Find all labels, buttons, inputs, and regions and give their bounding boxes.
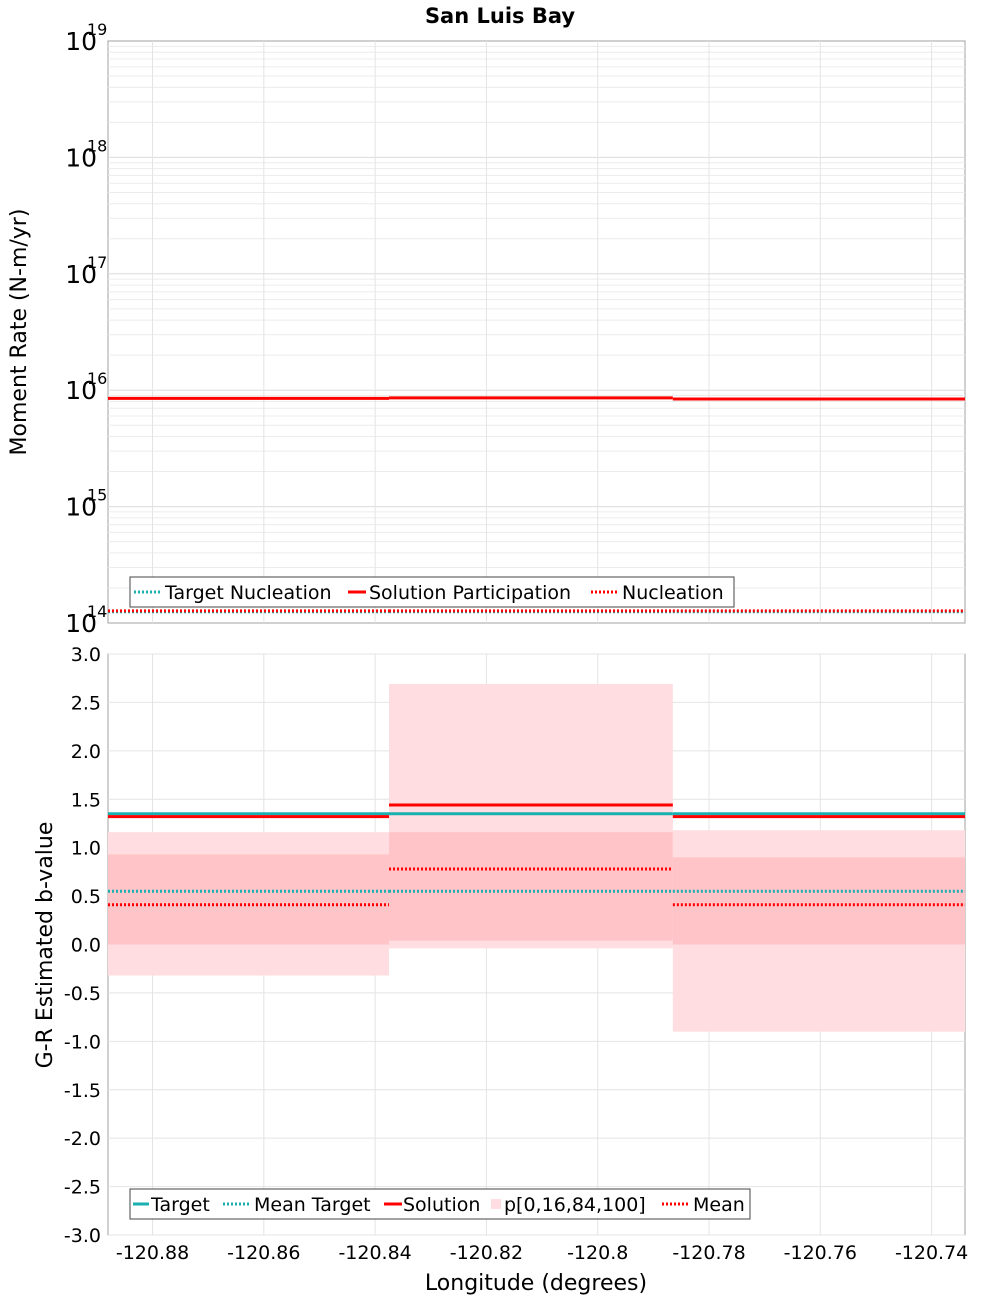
- legend-top: Target Nucleation Solution Participation…: [129, 576, 735, 608]
- x-tick-label: -120.82: [450, 1242, 523, 1264]
- y-tick-exponent-top: 19: [87, 20, 107, 39]
- y-tick-label-top: 10: [65, 27, 97, 56]
- y-tick-label-bottom: -3.0: [64, 1225, 101, 1247]
- legend-swatch-percentiles: [491, 1199, 501, 1209]
- x-tick-label: -120.74: [895, 1242, 968, 1264]
- legend-box-top: [129, 576, 735, 608]
- y-tick-label-top: 10: [65, 376, 97, 405]
- y-axis-label-bottom: G-R Estimated b-value: [33, 822, 58, 1069]
- y-tick-label-bottom: 3.0: [71, 644, 101, 666]
- x-tick-label: -120.8: [567, 1242, 628, 1264]
- y-tick-exponent-top: 14: [87, 602, 107, 621]
- y-ticks-bottom: -3.0 -2.5 -2.0 -1.5 -1.0 -0.5 0.0 0.5 1.0 1.5 2.0 2…: [64, 644, 101, 1247]
- plot-area-top: [107, 40, 966, 624]
- y-tick-label-top: 10: [65, 493, 97, 522]
- x-tick-label: -120.76: [784, 1242, 857, 1264]
- y-tick-exponent-top: 15: [87, 486, 107, 505]
- y-tick-label-bottom: -1.0: [64, 1031, 101, 1053]
- legend-label-solution: Solution: [403, 1194, 480, 1216]
- chart-title: San Luis Bay: [425, 4, 575, 28]
- y-tick-label-bottom: 2.0: [71, 741, 101, 763]
- legend-label-solution-participation: Solution Participation: [369, 582, 571, 604]
- y-tick-exponent-top: 18: [87, 136, 107, 155]
- y-tick-label-top: 10: [65, 143, 97, 172]
- legend-label-percentiles: p[0,16,84,100]: [504, 1194, 646, 1216]
- y-tick-label-bottom: 0.0: [71, 935, 101, 957]
- y-axis-label-top: Moment Rate (N-m/yr): [7, 209, 32, 456]
- legend-label-target: Target: [150, 1194, 210, 1216]
- y-tick-label-top: 10: [65, 260, 97, 289]
- x-ticks-bottom: -120.88 -120.86 -120.84 -120.82 -120.8 -120.7…: [116, 1242, 968, 1264]
- legend-label-mean-target: Mean Target: [254, 1194, 371, 1216]
- legend-label-nucleation: Nucleation: [622, 582, 724, 604]
- y-tick-label-bottom: -1.5: [64, 1080, 101, 1102]
- y-tick-label-bottom: -2.5: [64, 1177, 101, 1199]
- x-axis-label: Longitude (degrees): [425, 1271, 647, 1296]
- legend-label-target-nucleation: Target Nucleation: [164, 582, 332, 604]
- x-tick-label: -120.78: [672, 1242, 745, 1264]
- y-tick-label-bottom: 0.5: [71, 886, 101, 908]
- band-p16-p84: [108, 854, 390, 945]
- legend-label-mean: Mean: [693, 1194, 745, 1216]
- band-p16-p84: [389, 832, 673, 941]
- x-tick-label: -120.86: [227, 1242, 300, 1264]
- percentile-bands: [108, 684, 965, 1032]
- y-tick-label-bottom: -0.5: [64, 983, 101, 1005]
- y-tick-exponent-top: 16: [87, 369, 107, 388]
- b-value-panel: -3.0 -2.5 -2.0 -1.5 -1.0 -0.5 0.0 0.5 1.0 1.5 2.0 2…: [33, 644, 968, 1296]
- x-tick-label: -120.84: [338, 1242, 411, 1264]
- y-tick-label-top: 10: [65, 609, 97, 638]
- x-tick-label: -120.88: [116, 1242, 189, 1264]
- legend-bottom: Target Mean Target Solution p[0,16,84,10…: [129, 1188, 751, 1220]
- band-p16-p84: [672, 857, 965, 945]
- y-tick-label-bottom: 1.5: [71, 789, 101, 811]
- y-tick-label-bottom: 2.5: [71, 692, 101, 714]
- y-tick-exponent-top: 17: [87, 253, 107, 272]
- series-top: [108, 396, 965, 614]
- y-tick-label-bottom: 1.0: [71, 838, 101, 860]
- grid-top: [108, 41, 965, 623]
- y-tick-label-bottom: -2.0: [64, 1128, 101, 1150]
- legend-box-bottom: [129, 1188, 751, 1220]
- series-bottom: [108, 803, 965, 907]
